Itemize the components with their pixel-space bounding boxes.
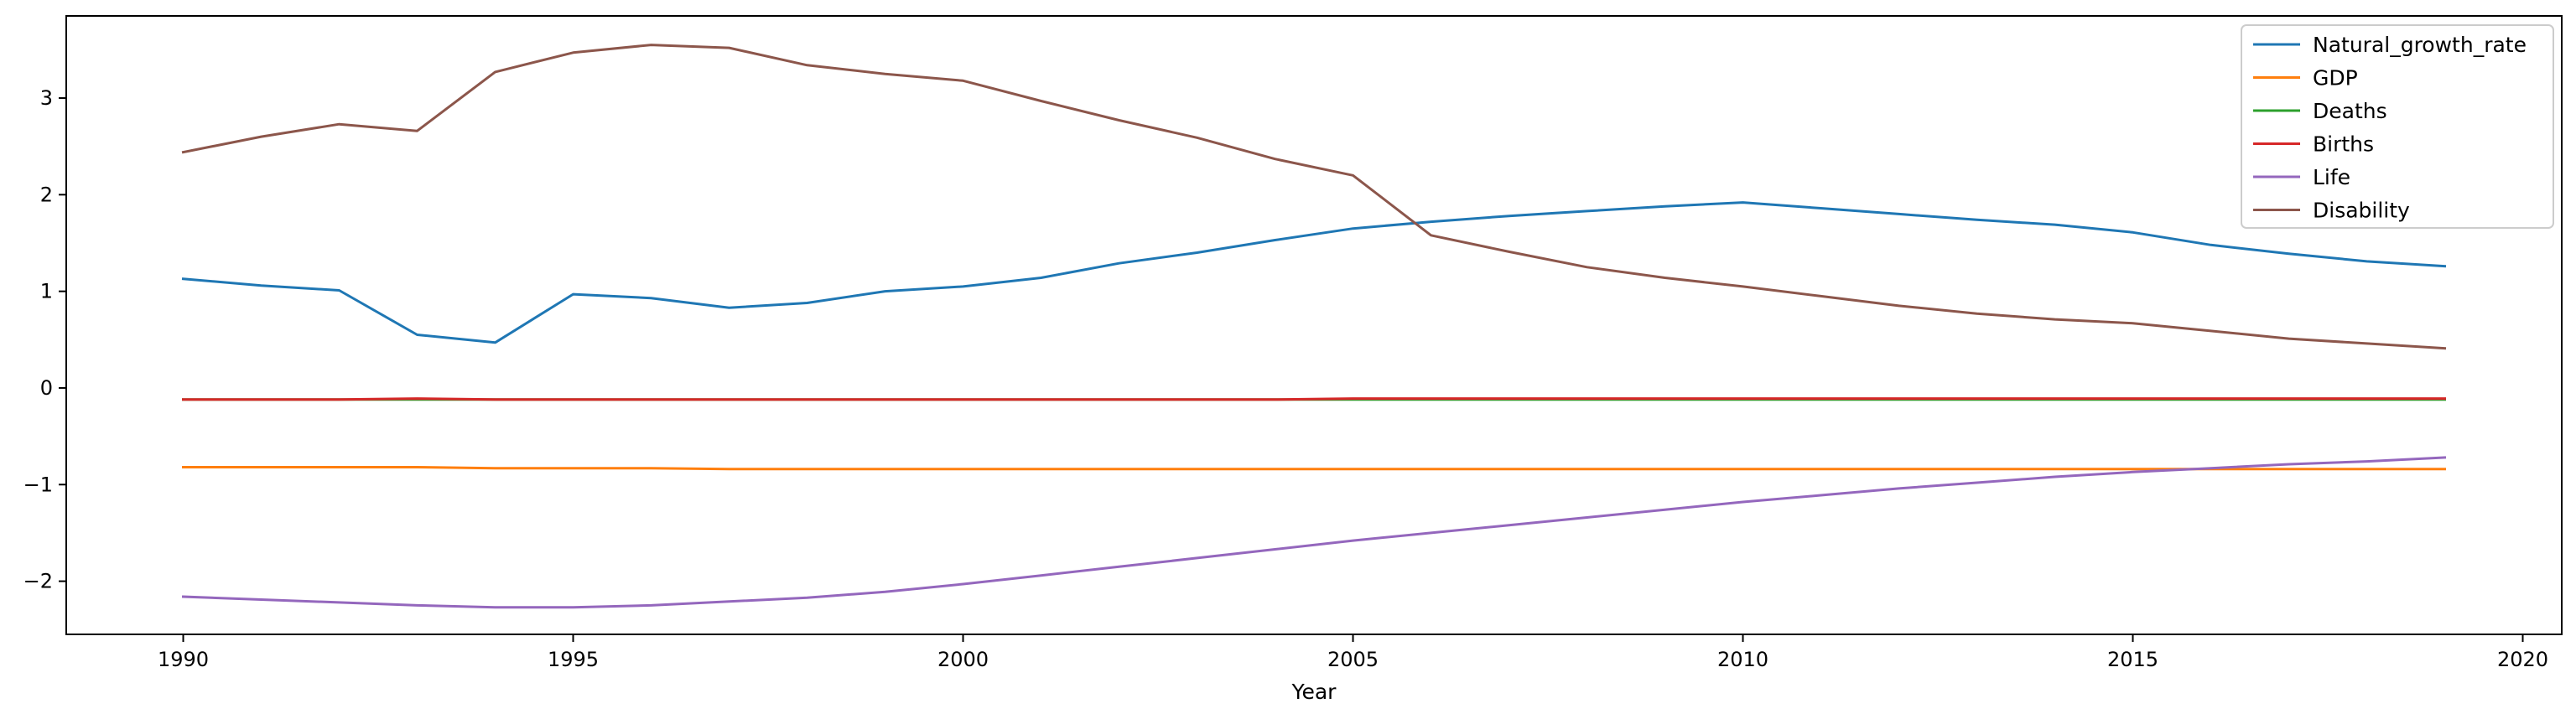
- x-axis-ticks: 1990 1995 2000 2005 2010 2015 2020: [158, 634, 2548, 671]
- y-axis-ticks: −2 −1 0 1 2 3: [23, 86, 66, 593]
- x-tick-label: 2000: [937, 648, 989, 671]
- legend-label: Life: [2313, 165, 2350, 189]
- x-tick-label: 1995: [548, 648, 599, 671]
- y-tick-label: 3: [40, 86, 53, 110]
- legend-label: Disability: [2313, 199, 2410, 223]
- legend-frame: [2241, 24, 2554, 229]
- plot-frame: [65, 15, 2563, 635]
- legend-label: Natural_growth_rate: [2313, 33, 2527, 57]
- series-line-3: [182, 397, 2446, 401]
- x-tick-label: 2005: [1327, 648, 1379, 671]
- x-tick-label: 2010: [1717, 648, 1768, 671]
- x-tick-label: 2015: [2107, 648, 2158, 671]
- y-tick-label: 1: [40, 280, 53, 303]
- legend-label: GDP: [2313, 66, 2358, 91]
- legend: Natural_growth_rate GDP Deaths Births Life Di…: [2241, 24, 2554, 229]
- legend-label: Births: [2313, 132, 2374, 157]
- series-line-5: [181, 44, 2447, 350]
- y-tick-label: −2: [23, 570, 53, 593]
- series-line-0: [181, 201, 2447, 344]
- series-line-1: [182, 466, 2446, 471]
- y-tick-label: 2: [40, 183, 53, 206]
- x-axis-label: Year: [1291, 680, 1337, 704]
- legend-label: Deaths: [2313, 99, 2387, 123]
- x-tick-label: 2020: [2497, 648, 2548, 671]
- series-lines: [181, 44, 2447, 609]
- series-line-4: [181, 456, 2447, 609]
- y-tick-label: −1: [23, 473, 53, 496]
- y-tick-label: 0: [40, 376, 53, 400]
- x-tick-label: 1990: [158, 648, 209, 671]
